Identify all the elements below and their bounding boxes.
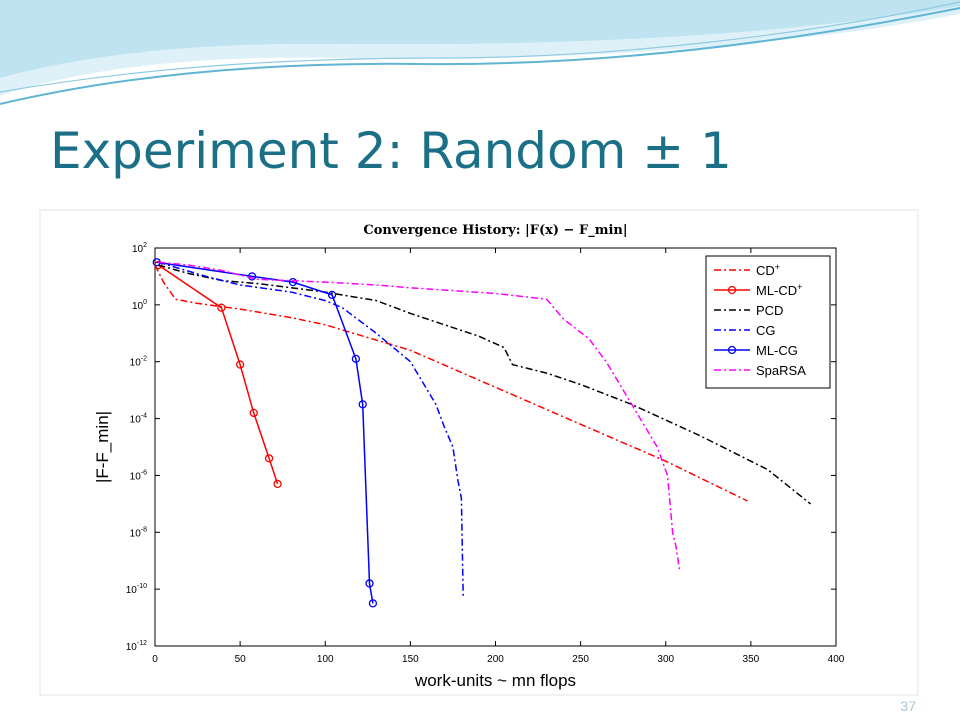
header-wave-mid xyxy=(0,0,960,78)
series-marker-ml-cd-plus xyxy=(249,408,258,418)
y-tick-label: 10-4 xyxy=(130,413,147,426)
x-tick-label: 200 xyxy=(487,654,504,665)
series-marker-ml-cg xyxy=(368,599,378,608)
series-marker-ml-cg xyxy=(288,277,298,287)
legend-label-pcd: PCD xyxy=(756,303,783,318)
x-tick-label: 300 xyxy=(657,654,674,665)
legend-label-sparsa: SpaRSA xyxy=(756,363,806,378)
series-marker-ml-cg xyxy=(365,579,374,588)
legend-marker-ml-cg xyxy=(727,345,737,355)
header-wave-line xyxy=(0,7,960,105)
legend-box xyxy=(705,255,831,389)
series-marker-ml-cd-plus xyxy=(235,360,245,369)
y-tick-label: 10-12 xyxy=(126,640,147,653)
x-tick-label: 0 xyxy=(152,654,158,665)
series-line-cd-plus xyxy=(154,264,748,502)
chart-area: 0 50 100 150 200 250 300 350 400 102 100 10-2 10-4 10… xyxy=(93,223,845,690)
series-line-ml-cg xyxy=(156,261,374,604)
x-tick-label: 100 xyxy=(317,654,334,665)
plot-lines xyxy=(152,258,811,608)
x-axis-label: work-units ~ mn flops xyxy=(414,671,576,690)
series-marker-ml-cd-plus xyxy=(264,454,274,463)
y-tick-label: 10-8 xyxy=(130,526,147,539)
slide-number: 37 xyxy=(900,698,916,714)
series-marker-ml-cd-plus xyxy=(273,479,282,489)
series-marker-ml-cg xyxy=(358,400,367,409)
legend-label-ml-cg: ML-CG xyxy=(756,343,798,358)
series-line-cg xyxy=(158,261,464,598)
y-tick-label: 10-6 xyxy=(130,469,147,482)
series-line-ml-cd-plus xyxy=(157,264,279,485)
header-wave-line-2 xyxy=(0,1,960,93)
legend-marker-ml-cd-plus xyxy=(727,285,737,295)
y-tick-label: 100 xyxy=(132,299,147,312)
y-tick-label: 10-2 xyxy=(130,356,147,369)
legend-label-cd-plus: CD+ xyxy=(756,262,780,278)
series-line-pcd xyxy=(158,264,811,505)
series-line-sparsa xyxy=(158,261,681,570)
slide-title: Experiment 2: Random ± 1 xyxy=(50,122,732,180)
series-marker-ml-cg xyxy=(327,290,337,300)
x-tick-label: 400 xyxy=(828,654,845,665)
legend: CD+ ML-CD+ PCD CG ML-CG SpaRSA xyxy=(705,255,831,389)
x-tick-label: 50 xyxy=(235,654,247,665)
series-marker-ml-cd-plus xyxy=(217,303,226,312)
series-marker-ml-cg xyxy=(351,354,361,364)
chart-title: Convergence History: |F(x) − F_min| xyxy=(363,223,627,238)
y-tick-label: 10-10 xyxy=(126,583,147,596)
x-tick-label: 350 xyxy=(743,654,760,665)
x-tick-label: 250 xyxy=(572,654,589,665)
y-axis-label: |F-F_min| xyxy=(93,411,112,483)
x-tick-label: 150 xyxy=(402,654,419,665)
legend-label-cg: CG xyxy=(756,323,776,338)
y-tick-label: 102 xyxy=(132,242,147,255)
legend-label-ml-cd-plus: ML-CD+ xyxy=(756,282,802,298)
